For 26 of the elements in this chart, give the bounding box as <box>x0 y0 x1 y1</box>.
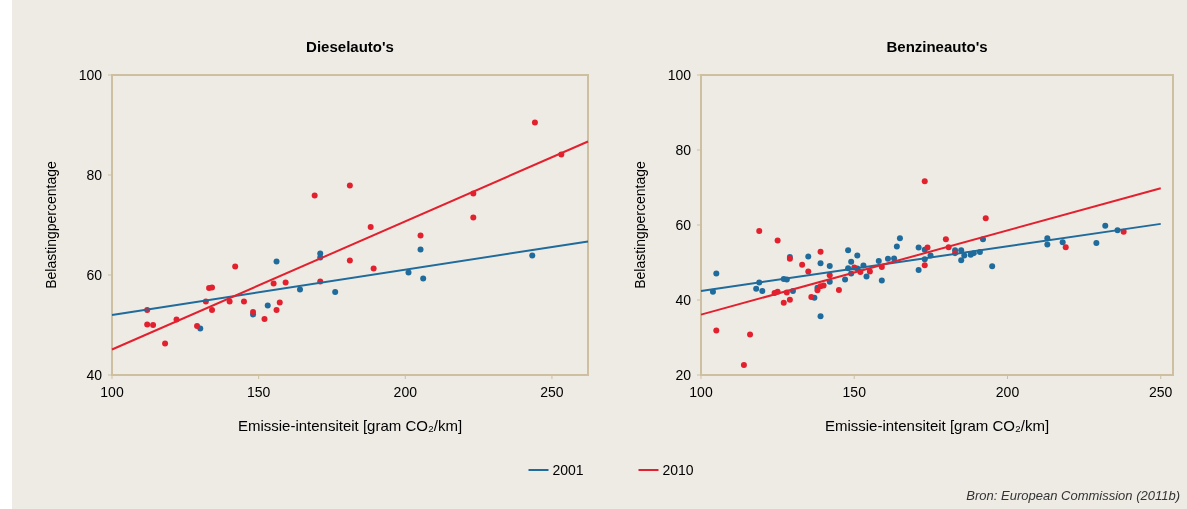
y-tick-label: 20 <box>675 366 692 383</box>
y-tick-label: 60 <box>675 216 692 233</box>
text: Bron: European Commission (2011b) <box>966 488 1180 503</box>
x-tick-label: 150 <box>842 384 867 400</box>
y-tick-label: 60 <box>86 266 103 283</box>
y-tick-label: 100 <box>667 66 692 83</box>
chart-title: Dieselauto's <box>306 38 394 55</box>
legend-label: 2010 <box>662 461 694 478</box>
y-tick-label: 100 <box>78 66 103 83</box>
x-axis-title: Emissie-intensiteit [gram CO₂/km] <box>824 417 1050 434</box>
x-tick-label: 200 <box>995 384 1020 400</box>
legend-label: 2001 <box>552 461 584 478</box>
x-tick-label: 250 <box>540 384 564 400</box>
y-axis-title: Belastingpercentage <box>43 160 59 289</box>
y-tick-label: 40 <box>675 291 692 308</box>
y-tick-label: 40 <box>86 366 103 383</box>
x-tick-label: 150 <box>246 384 271 400</box>
y-tick-label: 80 <box>675 141 692 158</box>
x-tick-label: 100 <box>100 384 124 400</box>
x-tick-label: 100 <box>689 384 713 400</box>
y-axis-title: Belastingpercentage <box>632 160 648 289</box>
y-tick-label: 80 <box>86 166 103 183</box>
x-axis-title: Emissie-intensiteit [gram CO₂/km] <box>237 417 463 434</box>
x-tick-label: 250 <box>1149 384 1173 400</box>
chart-title: Benzineauto's <box>886 38 988 55</box>
x-tick-label: 200 <box>393 384 418 400</box>
